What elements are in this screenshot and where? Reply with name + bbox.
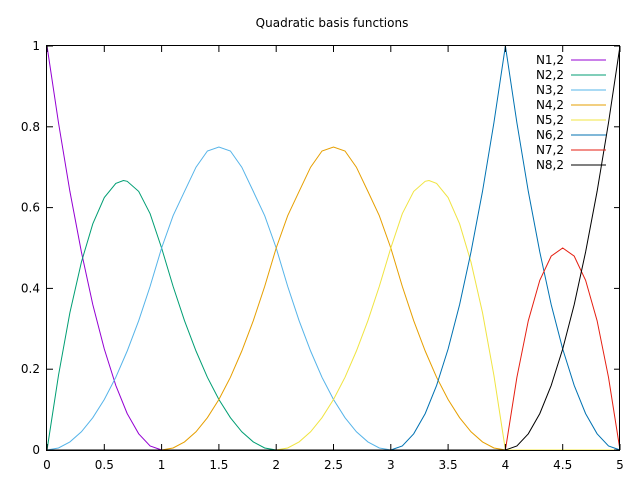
- plot-frame: [46, 45, 620, 451]
- y-tick-label: 0.8: [21, 120, 40, 134]
- axis-ticks: 0 0.5 1 1.5 2 2.5 3 3.5 4 4.5 5 0 0.2 0.4 0.6 0.8 1: [21, 39, 624, 472]
- chart-title: Quadratic basis functions: [256, 16, 409, 30]
- y-tick-label: 1: [32, 39, 40, 53]
- x-tick-label: 0: [43, 458, 51, 472]
- curves-layer: [46, 45, 621, 451]
- y-tick-label: 0.4: [21, 281, 40, 295]
- x-tick-label: 3.5: [439, 458, 458, 472]
- x-tick-label: 1: [158, 458, 166, 472]
- legend: N1,2N2,2N3,2N4,2N5,2N6,2N7,2N8,2: [536, 53, 606, 172]
- legend-label: N7,2: [536, 143, 564, 157]
- legend-label: N8,2: [536, 158, 564, 172]
- series-line-3: [46, 146, 391, 451]
- x-tick-label: 2: [272, 458, 280, 472]
- x-tick-label: 4.5: [553, 458, 572, 472]
- legend-label: N1,2: [536, 53, 564, 67]
- x-tick-label: 1.5: [209, 458, 228, 472]
- legend-label: N5,2: [536, 113, 564, 127]
- series-line-5: [47, 179, 620, 451]
- legend-label: N4,2: [536, 98, 564, 112]
- series-line-6: [47, 45, 621, 451]
- legend-label: N3,2: [536, 83, 564, 97]
- legend-label: N6,2: [536, 128, 564, 142]
- series-line-2: [46, 179, 277, 451]
- series-line-8: [47, 45, 621, 451]
- series-line-1: [46, 45, 162, 451]
- y-tick-label: 0: [32, 443, 40, 457]
- series-line-4: [47, 146, 620, 451]
- y-tick-label: 0.6: [21, 201, 40, 215]
- x-tick-label: 0.5: [95, 458, 114, 472]
- x-tick-label: 3: [387, 458, 395, 472]
- y-tick-label: 0.2: [21, 362, 40, 376]
- x-tick-label: 5: [616, 458, 624, 472]
- x-tick-label: 4: [502, 458, 510, 472]
- series-line-7: [47, 247, 621, 451]
- x-tick-label: 2.5: [324, 458, 343, 472]
- legend-label: N2,2: [536, 68, 564, 82]
